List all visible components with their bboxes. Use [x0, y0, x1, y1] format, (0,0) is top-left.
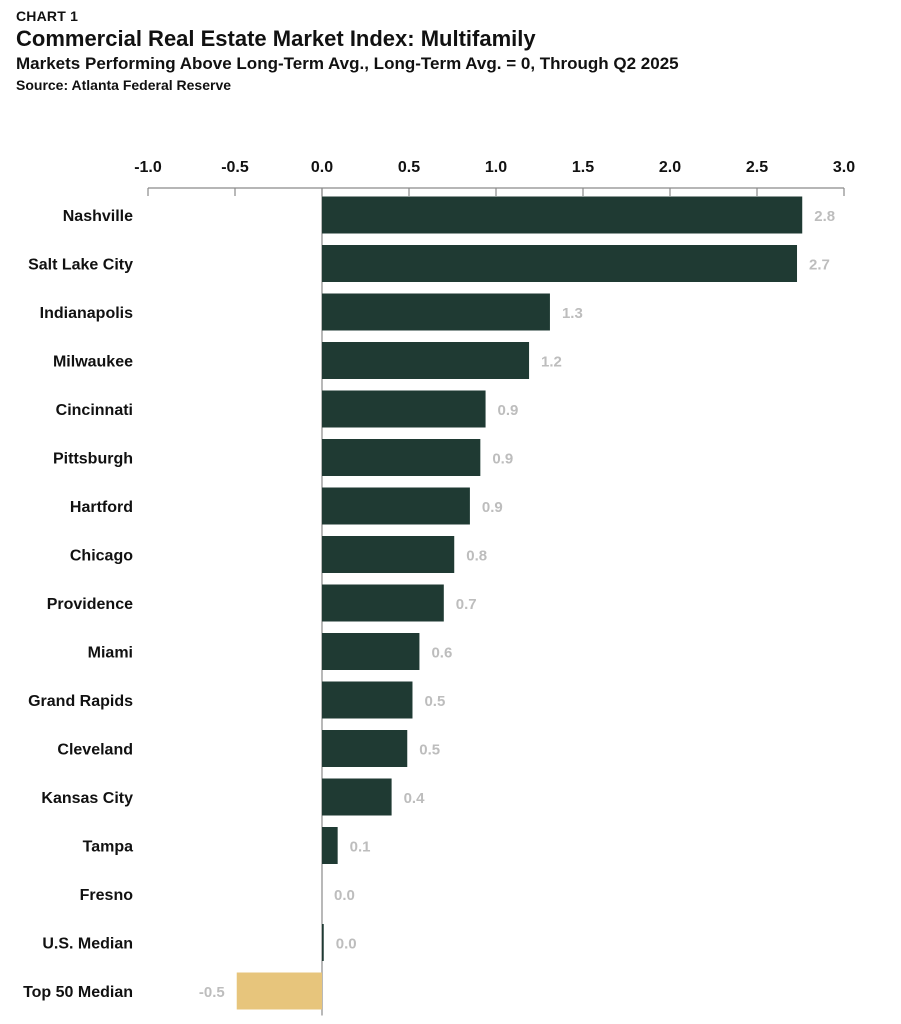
bar	[322, 778, 392, 816]
category-label: Indianapolis	[40, 305, 133, 322]
category-label: Providence	[47, 596, 133, 613]
category-label: Nashville	[63, 208, 133, 225]
category-label: Milwaukee	[53, 354, 133, 371]
chart-subtitle: Markets Performing Above Long-Term Avg.,…	[16, 54, 679, 73]
category-label: Chicago	[70, 548, 133, 565]
labels-group: Nashville 2.8 Salt Lake City 2.7 Indianapoli…	[23, 208, 835, 1001]
value-label: 2.7	[809, 257, 830, 274]
bar	[322, 584, 444, 622]
bar	[322, 390, 486, 428]
category-label: Pittsburgh	[53, 451, 133, 468]
x-tick-label: 1.0	[485, 159, 507, 176]
category-label: Grand Rapids	[28, 693, 133, 710]
value-label: 0.8	[466, 548, 487, 565]
value-label: 0.7	[456, 596, 477, 613]
category-label: Tampa	[83, 839, 133, 856]
bar	[322, 536, 455, 573]
value-label: 0.5	[419, 742, 440, 759]
value-label: 0.9	[492, 451, 513, 468]
value-label: 0.9	[498, 402, 519, 419]
value-label: 2.8	[814, 208, 835, 225]
bar	[322, 245, 798, 282]
bars-group	[236, 196, 803, 1010]
category-label: Cleveland	[57, 742, 133, 759]
category-label: Miami	[88, 645, 133, 662]
category-label: Kansas City	[41, 790, 133, 807]
category-label: U.S. Median	[42, 936, 133, 953]
bar	[322, 342, 530, 379]
x-tick-label: 2.0	[659, 159, 681, 176]
x-tick-label: 2.5	[746, 159, 768, 176]
chart-source: Source: Atlanta Federal Reserve	[16, 77, 232, 93]
chart-header: CHART 1 Commercial Real Estate Market In…	[16, 8, 891, 93]
x-tick-label: -0.5	[221, 159, 249, 176]
value-label: 0.6	[431, 645, 452, 662]
value-label: 0.1	[350, 839, 371, 856]
value-label: 0.0	[336, 936, 357, 953]
bar	[322, 827, 338, 864]
bar	[322, 487, 470, 525]
x-axis: -1.0 -0.5 0.0 0.5 1.0 1.5 2.0 2.5 3.0	[134, 159, 855, 1016]
value-label: 0.4	[404, 790, 426, 807]
x-tick-label: 3.0	[833, 159, 855, 176]
category-label: Hartford	[70, 499, 133, 516]
value-label: 1.2	[541, 354, 562, 371]
bar	[322, 924, 324, 961]
value-label: 0.5	[424, 693, 445, 710]
x-tick-label: 0.0	[311, 159, 333, 176]
value-label: 0.9	[482, 499, 503, 516]
x-tick-label: 0.5	[398, 159, 420, 176]
bar	[236, 972, 322, 1010]
bar	[322, 633, 420, 670]
category-label: Salt Lake City	[28, 257, 133, 274]
value-label: 1.3	[562, 305, 583, 322]
chart-number-label: CHART 1	[16, 8, 79, 24]
category-label: Cincinnati	[56, 402, 133, 419]
value-label: 0.0	[334, 887, 355, 904]
bar	[322, 293, 550, 331]
bar	[322, 439, 481, 476]
category-label: Top 50 Median	[23, 984, 133, 1001]
chart-title: Commercial Real Estate Market Index: Mul…	[16, 26, 536, 51]
bar	[322, 681, 413, 719]
x-tick-label: -1.0	[134, 159, 162, 176]
value-label: -0.5	[199, 984, 225, 1001]
bar	[322, 730, 408, 767]
x-tick-label: 1.5	[572, 159, 594, 176]
bar	[322, 196, 803, 234]
category-label: Fresno	[80, 887, 134, 904]
